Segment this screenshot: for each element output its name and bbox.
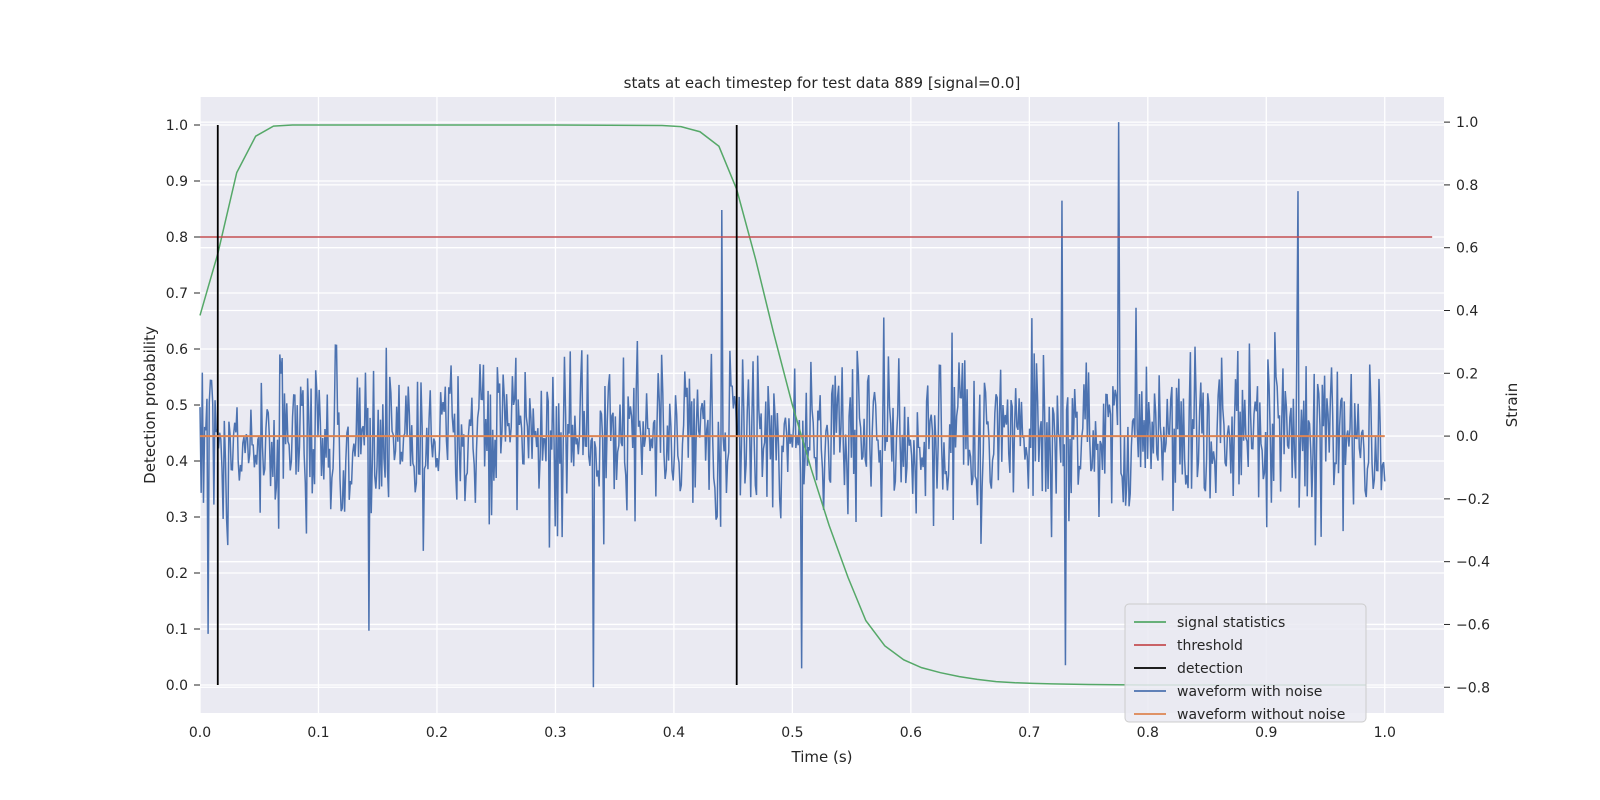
y-tick-label: 0.1 <box>166 622 188 638</box>
chart-title: stats at each timestep for test data 889… <box>624 74 1021 92</box>
x-tick-label: 1.0 <box>1374 725 1396 741</box>
y2-tick-label: 0.0 <box>1456 429 1478 445</box>
y-axis-label: Detection probability <box>141 326 159 484</box>
y2-tick-label: 1.0 <box>1456 115 1478 131</box>
x-tick-label: 0.7 <box>1018 725 1040 741</box>
y2-tick-label: −0.4 <box>1456 555 1490 571</box>
y-tick-label: 0.0 <box>166 678 188 694</box>
legend-box <box>1124 603 1367 723</box>
y2-tick-label: −0.2 <box>1456 492 1490 508</box>
y-tick-label: 0.8 <box>166 230 188 246</box>
y-tick-label: 0.6 <box>166 342 188 358</box>
y-tick-label: 0.9 <box>166 174 188 190</box>
x-tick-label: 0.3 <box>544 725 566 741</box>
legend-label: waveform with noise <box>1177 684 1322 700</box>
x-axis-ticks: 0.0 0.1 0.2 0.3 0.4 0.5 0.6 0.7 0.8 0.9 1.0 <box>189 725 1396 741</box>
y-tick-label: 0.4 <box>166 454 188 470</box>
y-tick-label: 0.3 <box>166 510 188 526</box>
y2-tick-label: 0.8 <box>1456 178 1478 194</box>
x-tick-label: 0.4 <box>663 725 685 741</box>
x-tick-label: 0.5 <box>781 725 803 741</box>
x-tick-label: 0.2 <box>426 725 448 741</box>
x-tick-label: 0.8 <box>1137 725 1159 741</box>
y2-axis-ticks: −0.8 −0.6 −0.4 −0.2 0.0 0.2 0.4 0.6 0.8 1.0 <box>1444 115 1490 696</box>
y2-tick-label: 0.4 <box>1456 303 1478 319</box>
y2-tick-label: −0.6 <box>1456 617 1490 633</box>
x-axis-label: Time (s) <box>791 748 853 766</box>
legend-label: signal statistics <box>1177 615 1285 631</box>
y-tick-label: 0.7 <box>166 286 188 302</box>
series-line-waveform-with-noise <box>199 122 1386 688</box>
legend: signal statistics threshold detection wavef… <box>1124 603 1367 723</box>
legend-label: waveform without noise <box>1177 707 1345 723</box>
y-tick-label: 0.5 <box>166 398 188 414</box>
y2-axis-label: Strain <box>1503 383 1521 427</box>
series-layer <box>199 122 1433 688</box>
y-axis-ticks: 0.0 0.1 0.2 0.3 0.4 0.5 0.6 0.7 0.8 0.9 1.0 <box>166 118 200 694</box>
series-line-signal-statistics <box>199 124 1366 686</box>
x-tick-label: 0.6 <box>900 725 922 741</box>
x-tick-label: 0.0 <box>189 725 211 741</box>
legend-label: threshold <box>1177 638 1243 654</box>
y2-tick-label: 0.6 <box>1456 241 1478 257</box>
y-tick-label: 0.2 <box>166 566 188 582</box>
y2-tick-label: −0.8 <box>1456 680 1490 696</box>
x-tick-label: 0.9 <box>1255 725 1277 741</box>
x-tick-label: 0.1 <box>307 725 329 741</box>
y2-tick-label: 0.2 <box>1456 366 1478 382</box>
y-tick-label: 1.0 <box>166 118 188 134</box>
legend-label: detection <box>1177 661 1243 677</box>
